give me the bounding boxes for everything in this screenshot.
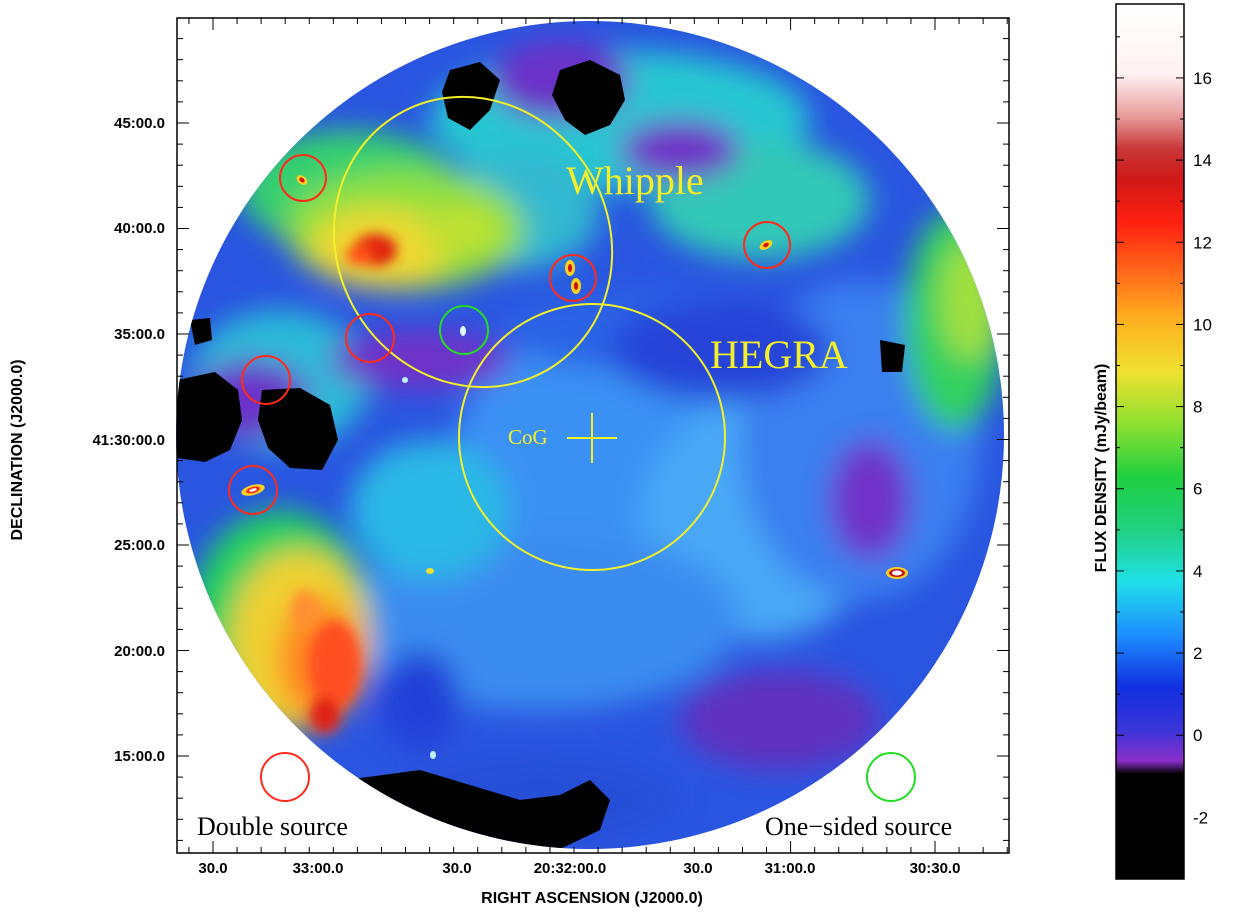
- hegra-error-circle: [458, 303, 726, 571]
- x-tick-label: 30.0: [683, 860, 712, 877]
- colorbar-tick-label: -2: [1193, 808, 1208, 827]
- cog-cross-marker: [567, 413, 617, 463]
- legend-one-sided-source-marker: [866, 752, 916, 802]
- colorbar-tick-label: 10: [1193, 315, 1212, 334]
- double-source-marker: [549, 254, 597, 302]
- hegra-label: HEGRA: [710, 332, 848, 377]
- y-tick-label: 15:00.0: [114, 748, 165, 765]
- colorbar-tick-label: 6: [1193, 480, 1202, 499]
- x-tick-label: 30.0: [442, 860, 471, 877]
- y-tick-label: 41:30:00.0: [92, 432, 165, 449]
- y-tick-label: 40:00.0: [114, 220, 165, 237]
- y-tick-label: 35:00.0: [114, 326, 165, 343]
- double-source-marker: [345, 313, 395, 363]
- colorbar-gradient: [1115, 3, 1185, 880]
- plot-frame: [176, 17, 1010, 854]
- whipple-error-ellipse: [332, 95, 614, 389]
- colorbar-tick-label: 0: [1193, 726, 1202, 745]
- y-axis-title: DECLINATION (J2000.0): [9, 359, 26, 540]
- colorbar-tick-label: 2: [1193, 644, 1202, 663]
- legend-one-sided-source: One−sided source: [765, 812, 952, 841]
- y-tick-label: 20:00.0: [114, 643, 165, 660]
- colorbar: 16 14 12 10 8 6 4 2 0 -2 FLUX DENSITY (mJy/beam): [1093, 3, 1212, 880]
- radio-map-disk: [176, 21, 1004, 849]
- frame-ticks: [177, 18, 1009, 853]
- source-markers: [228, 154, 916, 802]
- colorbar-tick-label: 14: [1193, 151, 1212, 170]
- colorbar-tick-label: 4: [1193, 562, 1202, 581]
- y-tick-label: 25:00.0: [114, 537, 165, 554]
- x-axis-title: RIGHT ASCENSION (J2000.0): [481, 890, 703, 907]
- x-tick-label: 20:32:00.0: [534, 860, 607, 877]
- colorbar-tick-label: 8: [1193, 398, 1202, 417]
- colorbar-tick-label: 16: [1193, 69, 1212, 88]
- double-source-marker: [279, 154, 327, 202]
- legend-double-source-marker: [260, 752, 310, 802]
- whipple-label: Whipple: [566, 158, 704, 203]
- y-axis-tick-labels: 45:00.0 40:00.0 35:00.0 41:30:00.0 25:00.0 20…: [92, 115, 165, 765]
- double-source-marker: [228, 465, 278, 515]
- x-tick-label: 33:00.0: [293, 860, 344, 877]
- x-tick-label: 31:00.0: [765, 860, 816, 877]
- colorbar-ticks: 16 14 12 10 8 6 4 2 0 -2: [1116, 36, 1212, 859]
- double-source-marker: [743, 221, 791, 269]
- cog-label: CoG: [508, 425, 548, 449]
- colorbar-tick-label: 12: [1193, 233, 1212, 252]
- x-tick-label: 30:30.0: [910, 860, 961, 877]
- y-tick-label: 45:00.0: [114, 115, 165, 132]
- colorbar-title: FLUX DENSITY (mJy/beam): [1093, 364, 1110, 573]
- double-source-marker: [241, 355, 291, 405]
- x-tick-label: 30.0: [198, 860, 227, 877]
- gamma-ray-source-overlays: Whipple HEGRA CoG: [332, 95, 848, 571]
- one-sided-source-marker: [439, 305, 489, 355]
- x-axis-tick-labels: 30.0 33:00.0 30.0 20:32:00.0 30.0 31:00.0 30:3…: [198, 860, 960, 877]
- legend-double-source: Double source: [197, 812, 348, 841]
